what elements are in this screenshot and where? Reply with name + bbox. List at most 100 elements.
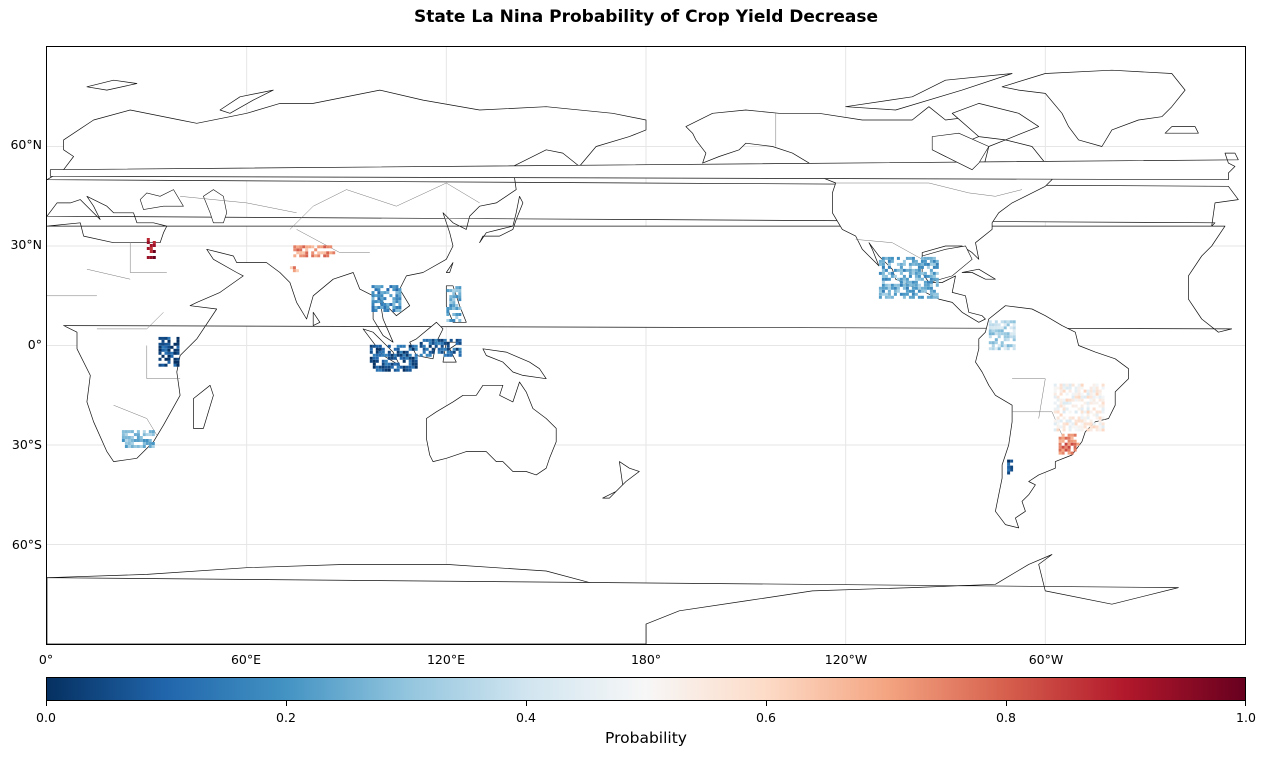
probability-cell <box>449 298 453 302</box>
probability-cell <box>308 245 312 249</box>
probability-cell <box>908 256 912 260</box>
probability-cell <box>455 313 459 316</box>
probability-cell <box>914 277 918 281</box>
probability-cell <box>1071 404 1075 408</box>
probability-cell <box>1012 323 1016 327</box>
probability-cell <box>121 433 125 437</box>
probability-cell <box>1095 392 1099 396</box>
probability-cell <box>326 254 330 258</box>
probability-cell <box>1012 338 1016 342</box>
colorbar-tick-label: 0.0 <box>36 710 56 725</box>
probability-cell <box>428 353 432 357</box>
probability-cell <box>1068 401 1072 405</box>
probability-cell <box>905 277 909 281</box>
probability-cell <box>149 244 153 247</box>
probability-cell <box>305 251 309 255</box>
probability-cell <box>890 295 894 299</box>
probability-cell <box>170 351 174 355</box>
probability-cell <box>887 256 891 260</box>
probability-cell <box>142 442 146 445</box>
probability-cell <box>893 268 897 272</box>
probability-cell <box>440 347 444 351</box>
probability-cell <box>411 365 415 369</box>
probability-cell <box>326 245 330 249</box>
probability-cell <box>1062 425 1066 429</box>
probability-cell <box>1000 332 1004 336</box>
probability-cell <box>369 344 373 348</box>
probability-cell <box>1056 428 1060 432</box>
probability-cell <box>994 338 998 342</box>
probability-cell <box>449 319 453 322</box>
probability-cell <box>1101 422 1105 426</box>
probability-cell <box>387 344 391 348</box>
probability-cell <box>408 353 412 357</box>
svalbard-outline <box>86 79 138 91</box>
probability-cell <box>899 262 903 266</box>
probability-cell <box>167 339 171 343</box>
probability-cell <box>1000 341 1004 345</box>
probability-cell <box>1095 389 1099 393</box>
probability-cell <box>923 283 927 287</box>
lat-label-60n: 60°N <box>10 137 42 152</box>
probability-cell <box>911 259 915 263</box>
probability-cell <box>289 266 293 270</box>
probability-cell <box>146 247 150 250</box>
probability-cell <box>893 292 897 296</box>
probability-cell <box>887 259 891 263</box>
probability-cell <box>176 363 180 367</box>
probability-cell <box>371 285 375 289</box>
probability-cell <box>1089 422 1093 426</box>
probability-cell <box>428 338 432 342</box>
probability-cell <box>405 365 409 369</box>
probability-cell <box>896 268 900 272</box>
probability-cell <box>408 365 412 369</box>
probability-cell <box>443 338 447 342</box>
probability-cell <box>384 359 388 363</box>
probability-cell <box>1071 422 1075 426</box>
probability-cell <box>896 256 900 260</box>
probability-cell <box>130 442 134 445</box>
probability-cell <box>881 280 885 284</box>
south-america-outline <box>975 305 1129 529</box>
country-border <box>146 345 181 379</box>
probability-cell <box>371 297 375 301</box>
probability-cell <box>878 286 882 290</box>
probability-cell <box>148 433 152 437</box>
probability-cell <box>323 251 327 255</box>
probability-cell <box>387 368 391 372</box>
probability-cell <box>377 306 381 309</box>
probability-cell <box>1059 404 1063 408</box>
probability-cell <box>1092 392 1096 396</box>
probability-cell <box>425 338 429 342</box>
probability-cell <box>146 241 150 244</box>
probability-cell <box>402 365 406 369</box>
probability-cell <box>329 251 333 255</box>
probability-cell <box>1068 398 1072 402</box>
probability-cell <box>1067 442 1071 446</box>
probability-cell <box>158 363 162 367</box>
probability-cell <box>443 341 447 345</box>
probability-cell <box>375 344 379 348</box>
probability-cell <box>902 283 906 287</box>
probability-cell <box>1012 326 1016 330</box>
probability-cell <box>380 300 384 304</box>
probability-cell <box>917 274 921 278</box>
probability-cell <box>1092 398 1096 402</box>
probability-cell <box>386 288 390 292</box>
probability-region <box>1053 383 1105 432</box>
country-border <box>296 229 370 253</box>
probability-cell <box>878 259 882 263</box>
probability-cell <box>380 306 384 309</box>
probability-cell <box>1074 392 1078 396</box>
probability-cell <box>878 271 882 275</box>
probability-cell <box>1065 386 1069 390</box>
probability-cell <box>988 326 992 330</box>
probability-cell <box>1095 401 1099 405</box>
probability-cell <box>1098 425 1102 429</box>
probability-cell <box>1056 416 1060 420</box>
probability-cell <box>1070 439 1074 443</box>
probability-cell <box>384 365 388 369</box>
probability-cell <box>899 265 903 269</box>
probability-cell <box>1064 448 1068 452</box>
probability-cell <box>127 430 131 434</box>
